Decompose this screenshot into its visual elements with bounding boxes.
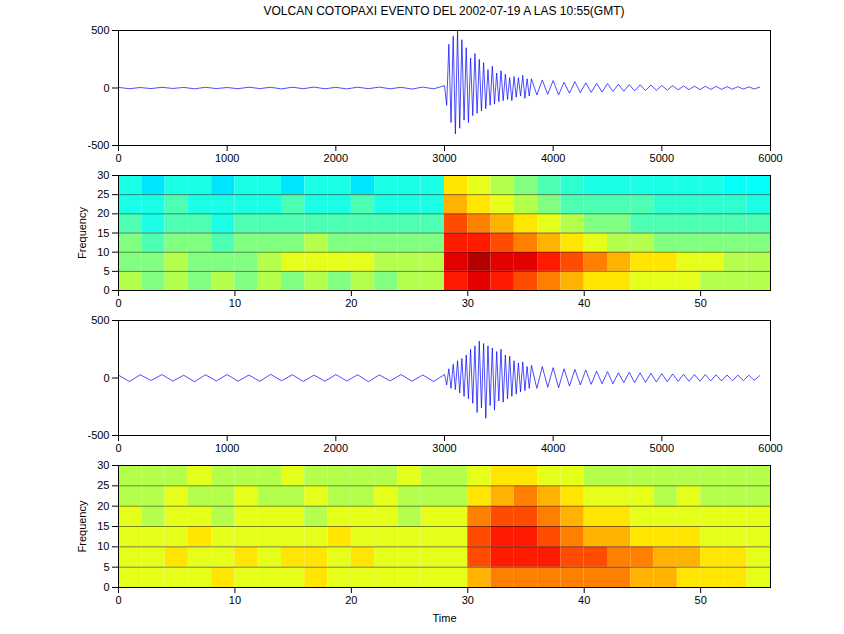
svg-text:6000: 6000 <box>758 152 782 164</box>
svg-text:15: 15 <box>97 227 109 239</box>
svg-text:40: 40 <box>578 297 590 309</box>
svg-text:50: 50 <box>695 594 707 606</box>
html-text:VOLCAN COTOPAXI EVENTO DEL 200: VOLCAN COTOPAXI EVENTO DEL 2002-07-19 A … <box>263 4 625 18</box>
svg-text:10: 10 <box>229 594 241 606</box>
svg-text:500: 500 <box>91 24 109 36</box>
svg-text:-500: -500 <box>87 139 109 151</box>
svg-text:Time: Time <box>432 612 456 624</box>
svg-text:2000: 2000 <box>324 152 348 164</box>
svg-text:10: 10 <box>229 297 241 309</box>
svg-text:25: 25 <box>97 188 109 200</box>
svg-text:5: 5 <box>103 561 109 573</box>
svg-text:20: 20 <box>345 297 357 309</box>
svg-text:5: 5 <box>103 265 109 277</box>
svg-text:500: 500 <box>91 314 109 326</box>
svg-text:15: 15 <box>97 520 109 532</box>
svg-text:30: 30 <box>97 169 109 181</box>
svg-text:0: 0 <box>103 82 109 94</box>
svg-text:5000: 5000 <box>650 152 674 164</box>
svg-text:4000: 4000 <box>541 442 565 454</box>
svg-text:1000: 1000 <box>215 442 239 454</box>
svg-text:0: 0 <box>115 152 121 164</box>
svg-text:0: 0 <box>115 594 121 606</box>
svg-text:25: 25 <box>97 479 109 491</box>
svg-text:20: 20 <box>345 594 357 606</box>
svg-text:6000: 6000 <box>758 442 782 454</box>
svg-text:40: 40 <box>578 594 590 606</box>
svg-text:50: 50 <box>695 297 707 309</box>
svg-text:3000: 3000 <box>432 442 456 454</box>
svg-text:2000: 2000 <box>324 442 348 454</box>
svg-text:Frequency: Frequency <box>76 207 88 259</box>
svg-text:20: 20 <box>97 500 109 512</box>
svg-text:1000: 1000 <box>215 152 239 164</box>
svg-text:0: 0 <box>115 297 121 309</box>
svg-text:0: 0 <box>103 372 109 384</box>
svg-text:0: 0 <box>103 581 109 593</box>
svg-text:Frequency: Frequency <box>76 500 88 552</box>
svg-text:4000: 4000 <box>541 152 565 164</box>
svg-text:0: 0 <box>103 284 109 296</box>
svg-text:30: 30 <box>462 594 474 606</box>
svg-text:30: 30 <box>462 297 474 309</box>
svg-text:-500: -500 <box>87 429 109 441</box>
svg-text:0: 0 <box>115 442 121 454</box>
svg-text:10: 10 <box>97 246 109 258</box>
svg-text:5000: 5000 <box>650 442 674 454</box>
svg-text:30: 30 <box>97 459 109 471</box>
svg-text:3000: 3000 <box>432 152 456 164</box>
svg-text:20: 20 <box>97 207 109 219</box>
svg-text:10: 10 <box>97 540 109 552</box>
